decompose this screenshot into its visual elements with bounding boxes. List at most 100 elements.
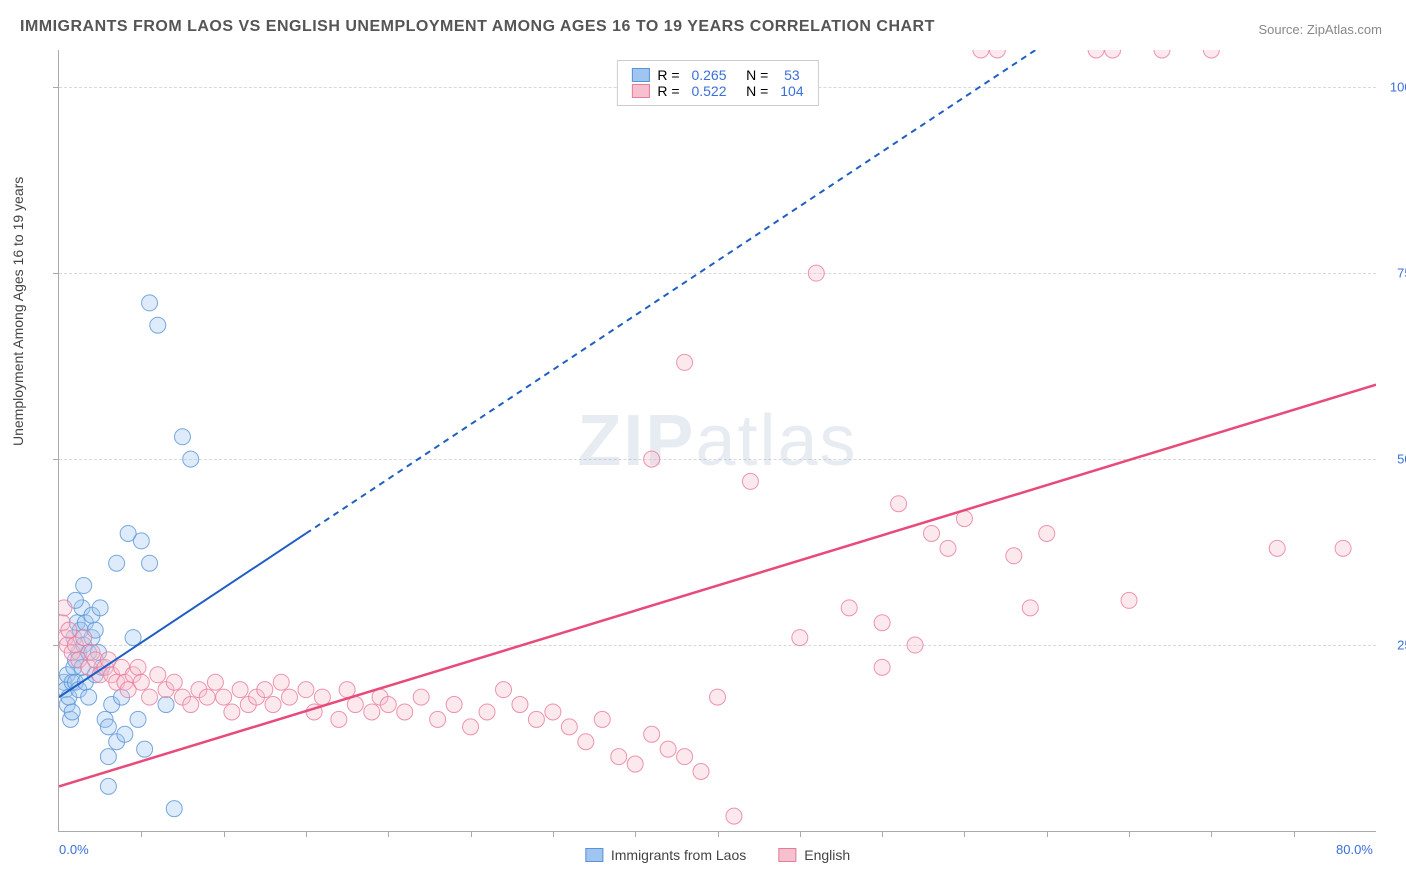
data-point [1088,50,1104,58]
x-tick [224,831,225,837]
x-tick [1047,831,1048,837]
data-point [130,711,146,727]
legend-swatch-english [631,84,649,98]
data-point [594,711,610,727]
data-point [207,674,223,690]
data-point [644,451,660,467]
data-point [166,674,182,690]
data-point [940,540,956,556]
data-point [677,749,693,765]
chart-svg [59,50,1376,831]
data-point [331,711,347,727]
data-point [430,711,446,727]
data-point [100,719,116,735]
data-point [561,719,577,735]
legend-stats-row: R = 0.265 N = 53 [631,67,803,83]
data-point [1105,50,1121,58]
data-point [137,741,153,757]
data-point [1121,592,1137,608]
data-point [1006,548,1022,564]
data-point [339,682,355,698]
data-point [874,615,890,631]
x-tick [1211,831,1212,837]
data-point [891,496,907,512]
data-point [380,697,396,713]
legend-swatch-english [778,848,796,862]
chart-container: IMMIGRANTS FROM LAOS VS ENGLISH UNEMPLOY… [0,0,1406,892]
data-point [109,555,125,571]
data-point [841,600,857,616]
data-point [100,749,116,765]
data-point [397,704,413,720]
y-axis-label: Unemployment Among Ages 16 to 19 years [10,177,26,446]
data-point [76,630,92,646]
data-point [446,697,462,713]
data-point [413,689,429,705]
data-point [150,667,166,683]
data-point [81,689,97,705]
data-point [660,741,676,757]
regression-line-dashed [306,50,1047,533]
data-point [298,682,314,698]
legend-stats-row: R = 0.522 N = 104 [631,83,803,99]
y-tick-label: 100.0% [1382,80,1406,95]
data-point [133,533,149,549]
data-point [166,801,182,817]
data-point [232,682,248,698]
data-point [130,659,146,675]
data-point [989,50,1005,58]
data-point [808,265,824,281]
data-point [726,808,742,824]
data-point [142,295,158,311]
x-tick-label: 0.0% [59,842,89,857]
chart-title: IMMIGRANTS FROM LAOS VS ENGLISH UNEMPLOY… [20,18,935,36]
legend-swatch-laos [631,68,649,82]
data-point [1022,600,1038,616]
data-point [133,674,149,690]
source-value: ZipAtlas.com [1307,22,1382,37]
data-point [364,704,380,720]
data-point [710,689,726,705]
x-tick [1129,831,1130,837]
data-point [150,317,166,333]
data-point [1203,50,1219,58]
data-point [924,525,940,541]
x-tick [471,831,472,837]
legend-item-english: English [778,847,850,863]
data-point [224,704,240,720]
data-point [693,763,709,779]
y-tick-label: 75.0% [1382,266,1406,281]
x-tick [141,831,142,837]
data-point [973,50,989,58]
data-point [59,600,72,616]
data-point [142,689,158,705]
data-point [792,630,808,646]
data-point [158,697,174,713]
data-point [183,697,199,713]
data-point [257,682,273,698]
data-point [142,555,158,571]
data-point [479,704,495,720]
data-point [117,726,133,742]
data-point [644,726,660,742]
x-tick [718,831,719,837]
data-point [265,697,281,713]
y-tick-label: 50.0% [1382,452,1406,467]
data-point [64,704,80,720]
x-tick [800,831,801,837]
legend-swatch-laos [585,848,603,862]
data-point [174,429,190,445]
data-point [76,578,92,594]
legend-stats: R = 0.265 N = 53 R = 0.522 N = 104 [616,60,818,106]
data-point [677,354,693,370]
data-point [1269,540,1285,556]
x-tick [1294,831,1295,837]
x-tick [635,831,636,837]
data-point [627,756,643,772]
data-point [281,689,297,705]
x-tick [553,831,554,837]
data-point [1039,525,1055,541]
data-point [611,749,627,765]
data-point [61,622,77,638]
data-point [92,600,108,616]
